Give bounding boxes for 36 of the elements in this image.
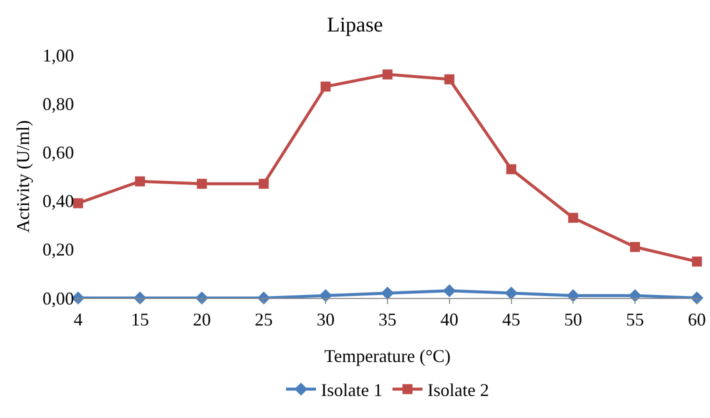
x-tick-label: 30	[316, 310, 335, 330]
point	[73, 198, 84, 208]
y-tick-label: 0,60	[42, 142, 74, 162]
point	[196, 178, 207, 189]
x-tick-label: 55	[626, 310, 644, 330]
x-tick-label: 20	[192, 310, 211, 330]
y-tick-label: 0,00	[42, 288, 74, 308]
y-tick-label: 0,80	[42, 94, 74, 114]
point	[568, 212, 578, 223]
x-tick-label: 45	[502, 310, 520, 330]
point	[442, 284, 456, 298]
point	[506, 164, 516, 174]
x-axis-title: Temperature (°C)	[324, 346, 451, 366]
point	[692, 256, 702, 267]
y-tick-label: 1,00	[42, 45, 74, 66]
y-tick-label: 0,40	[42, 191, 74, 212]
point	[630, 242, 640, 252]
y-axis-title: Activity (U/ml)	[13, 120, 33, 233]
x-tick-label: 4	[74, 310, 83, 330]
x-tick-label: 60	[688, 310, 706, 330]
chart-title: Lipase	[327, 12, 383, 36]
point	[134, 176, 145, 186]
point	[444, 74, 454, 84]
point	[320, 82, 331, 92]
x-tick-label: 35	[378, 310, 396, 330]
point	[258, 178, 269, 189]
x-tick-label: 25	[254, 310, 273, 330]
point	[504, 286, 518, 300]
x-tick-label: 40	[440, 310, 458, 330]
point	[381, 286, 394, 300]
x-tick-label: 50	[564, 310, 582, 330]
point	[382, 69, 392, 80]
legend-label: Isolate 2	[427, 380, 489, 400]
y-tick-label: 0,20	[42, 240, 74, 260]
x-tick-label: 15	[130, 310, 149, 330]
legend-label: Isolate 1	[321, 380, 382, 400]
